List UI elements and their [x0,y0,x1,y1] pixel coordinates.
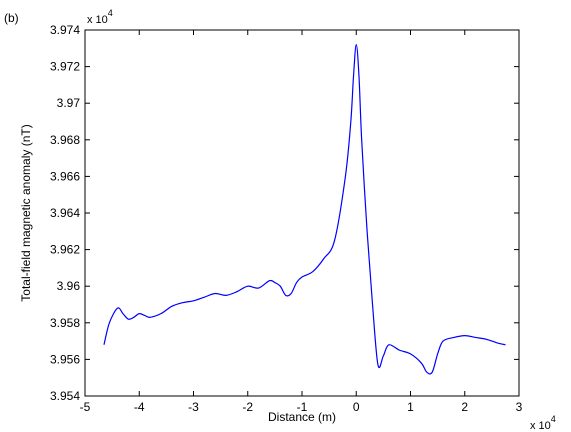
panel-label: (b) [4,11,19,25]
x-tick-label: -4 [134,400,145,414]
x-exponent-base: x 10 [530,420,551,432]
y-tick-label: 3.97 [57,96,81,110]
y-tick-label: 3.96 [57,279,81,293]
svg-text:x 104: x 104 [87,8,113,26]
x-tick-label: -3 [188,400,199,414]
y-tick-label: 3.964 [50,206,80,220]
y-tick-label: 3.956 [50,352,80,366]
plot-area [84,29,520,397]
x-tick-label: 0 [353,400,360,414]
x-tick-label: -2 [242,400,253,414]
y-exponent-power: 4 [108,8,113,18]
x-tick-label: 2 [461,400,468,414]
y-tick-label: 3.966 [50,169,80,183]
y-axis: 3.954 3.956 3.958 3.96 3.962 3.964 3.966 3.968 3… [50,23,519,403]
y-tick-label: 3.972 [50,60,80,74]
x-exponent-label: x 104 [530,414,556,432]
x-tick-label: 3 [516,400,523,414]
y-tick-label: 3.954 [50,389,80,403]
x-exponent-power: 4 [551,414,556,424]
svg-text:x 104: x 104 [530,414,556,432]
x-axis-title: Distance (m) [268,410,336,424]
x-axis: -5 -4 -3 -2 -1 0 1 2 3 [80,30,523,414]
y-axis-title: Total-field magnetic anomaly (nT) [19,124,33,301]
y-exponent-label: x 104 [87,8,113,26]
y-tick-label: 3.974 [50,23,80,37]
y-exponent-base: x 10 [87,14,108,26]
x-tick-label: 1 [407,400,414,414]
x-tick-label: -5 [80,400,91,414]
y-tick-label: 3.968 [50,133,80,147]
x-tick-label: -1 [297,400,308,414]
y-tick-label: 3.962 [50,243,80,257]
y-tick-label: 3.958 [50,316,80,330]
series-line [103,44,506,375]
